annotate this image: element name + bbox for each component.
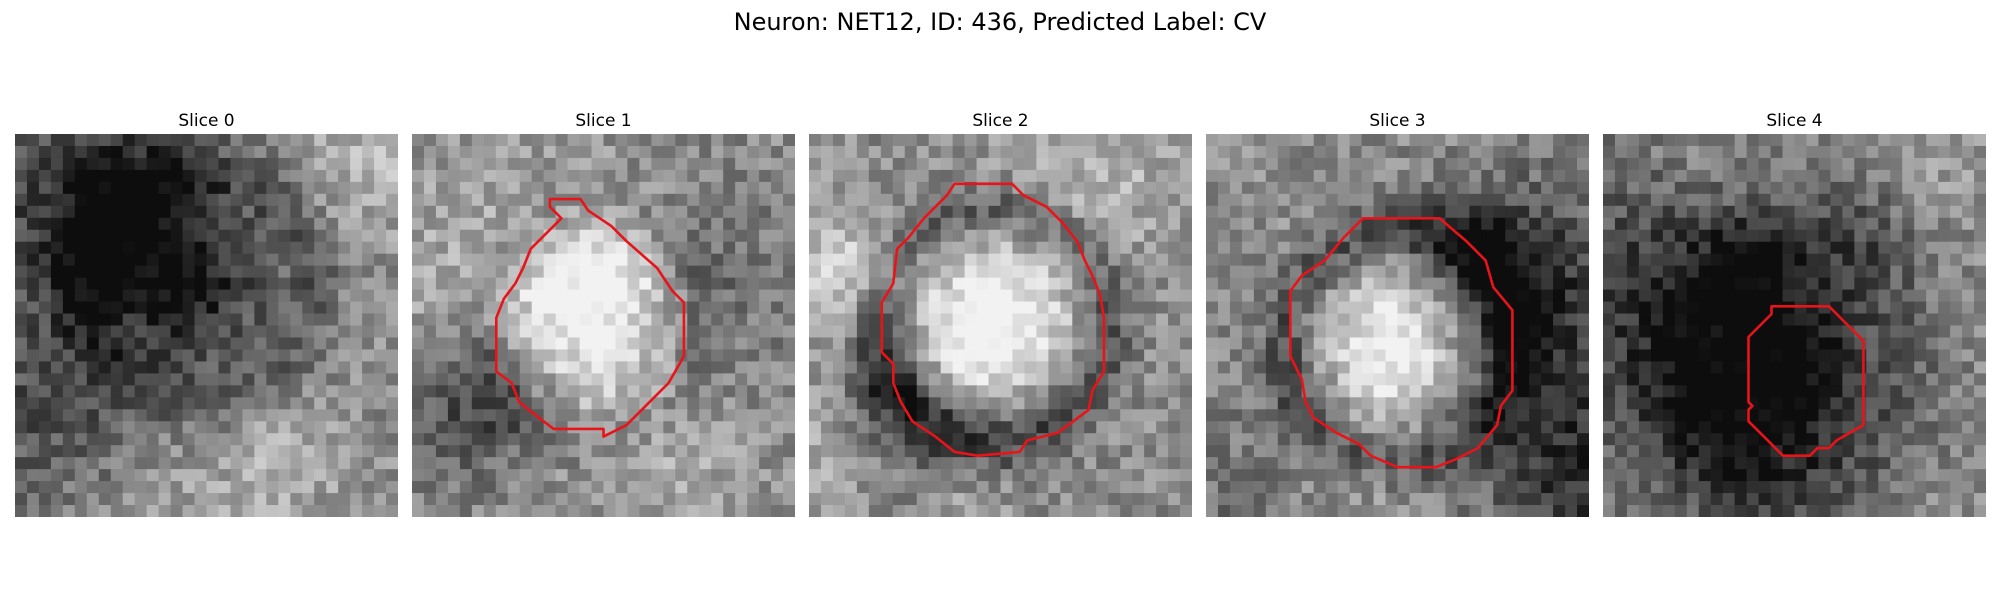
slice-title: Slice 1	[575, 111, 632, 131]
slice-image	[1206, 134, 1589, 517]
figure-title: Neuron: NET12, ID: 436, Predicted Label:…	[733, 8, 1267, 36]
slice-title: Slice 3	[1369, 111, 1426, 131]
slice-image	[412, 134, 795, 517]
roi-contour	[880, 182, 1106, 458]
slice-image	[15, 134, 398, 517]
slice-title: Slice 4	[1766, 111, 1823, 131]
slice-title: Slice 2	[972, 111, 1029, 131]
slice-panel-2: Slice 2	[809, 108, 1192, 517]
slice-title: Slice 0	[178, 111, 235, 131]
slice-panel-1: Slice 1	[412, 108, 795, 517]
slice-image	[809, 134, 1192, 517]
slice-panel-4: Slice 4	[1603, 108, 1986, 517]
slice-image	[1603, 134, 1986, 517]
roi-contour	[495, 197, 686, 438]
roi-contour	[1289, 217, 1514, 469]
slice-panel-0: Slice 0	[15, 108, 398, 517]
slice-panel-3: Slice 3	[1206, 108, 1589, 517]
roi-contour	[1747, 305, 1865, 458]
